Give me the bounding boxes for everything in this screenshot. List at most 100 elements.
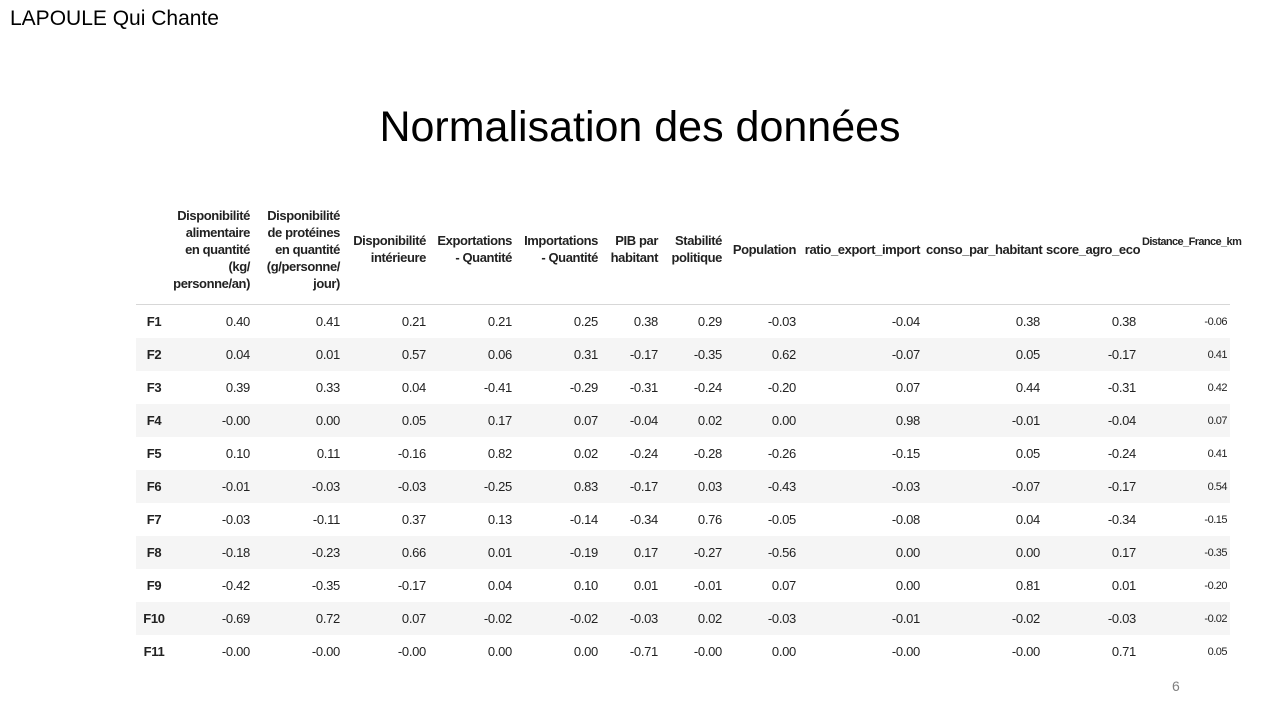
table-cell: 0.11	[316, 446, 340, 461]
table-cell: 0.38	[1111, 314, 1136, 329]
table-cell: 0.66	[346, 536, 432, 569]
table-cell: 0.37	[401, 512, 426, 527]
table-cell: 0.06	[432, 338, 518, 371]
table-cell: 0.21	[401, 314, 426, 329]
table-cell: -0.02	[926, 602, 1046, 635]
table-cell: -0.00	[693, 644, 722, 659]
table-cell: -0.15	[891, 446, 920, 461]
page-number: 6	[1172, 678, 1180, 694]
table-cell: 0.00	[771, 644, 796, 659]
row-label: F1	[146, 314, 162, 329]
table-cell: -0.25	[432, 470, 518, 503]
table-row: F4 -0.00 0.00 0.05 0.17 0.07 -0.04 0.02 0.00 0.98…	[136, 404, 1142, 437]
table-cell: -0.28	[693, 446, 722, 461]
column-header: Disponibilité intérieure	[346, 200, 432, 305]
table-row: F1 0.40 0.41 0.21 0.21 0.25 0.38 0.29 -0.03 -0.04…	[136, 305, 1142, 339]
table-cell: -0.01	[172, 470, 256, 503]
table-cell: -0.31	[1107, 380, 1136, 395]
table-cell: -0.04	[604, 404, 664, 437]
table-cell: -0.00	[311, 644, 340, 659]
table-cell: -0.05	[767, 512, 796, 527]
table-cell: -0.04	[1046, 404, 1142, 437]
table-cell: 0.04	[401, 380, 426, 395]
table-cell: -0.03	[346, 470, 432, 503]
table-cell: 0.62	[728, 338, 802, 371]
table-row: F9 -0.42 -0.35 -0.17 0.04 0.10 0.01 -0.01 0.07 0.…	[136, 569, 1142, 602]
table-cell: 0.57	[346, 338, 432, 371]
table-cell: 0.05	[1015, 446, 1040, 461]
table-cell: 0.07	[895, 380, 920, 395]
table-cell: -0.01	[693, 578, 722, 593]
slide-title: Normalisation des données	[379, 103, 901, 151]
table-cell: -0.04	[891, 314, 920, 329]
table-cell: 0.41	[315, 314, 340, 329]
table-cell: -0.08	[891, 512, 920, 527]
table-cell: -0.16	[397, 446, 426, 461]
table-cell: -0.35	[664, 338, 728, 371]
column-header: Disponibilité de protéines en quantité (…	[256, 200, 346, 305]
column-header: Exportations - Quantité	[432, 200, 518, 305]
table-cell: -0.34	[1107, 512, 1136, 527]
table-cell: -0.02	[518, 602, 604, 635]
table-cell: -0.35	[311, 578, 340, 593]
table-cell: 0.01	[1111, 578, 1136, 593]
distance-cell: 0.05	[1207, 645, 1228, 658]
table-cell: 0.00	[573, 644, 598, 659]
table-cell: 0.02	[664, 602, 728, 635]
distance-cell: 0.54	[1142, 470, 1230, 503]
table-cell: 0.98	[802, 404, 926, 437]
distance-table: Distance_France_km -0.06 0.41 0.42 0.07 0.41…	[1142, 200, 1242, 668]
table-cell: -0.31	[629, 380, 658, 395]
row-label: F8	[136, 536, 172, 569]
table-cell: -0.01	[926, 404, 1046, 437]
table-row: F3 0.39 0.33 0.04 -0.41 -0.29 -0.31 -0.24 -0.20 0…	[136, 371, 1142, 404]
table-row: F7 -0.03 -0.11 0.37 0.13 -0.14 -0.34 0.76 -0.05 -…	[136, 503, 1142, 536]
column-header: conso_par_habitant	[926, 200, 1046, 305]
table-cell: 0.83	[518, 470, 604, 503]
table-cell: -0.00	[1011, 644, 1040, 659]
row-label: F10	[136, 602, 172, 635]
table-cell: -0.27	[664, 536, 728, 569]
distance-row: 0.41	[1142, 437, 1230, 470]
table-cell: 0.01	[256, 338, 346, 371]
table-cell: -0.00	[221, 644, 250, 659]
distance-cell: 0.07	[1142, 404, 1230, 437]
column-header: ratio_export_import	[802, 200, 926, 305]
table-cell: 0.00	[728, 404, 802, 437]
distance-row: -0.20	[1142, 569, 1230, 602]
column-header: Disponibilité alimentaire en quantité (k…	[172, 200, 256, 305]
normalisation-table: Disponibilité alimentaire en quantité (k…	[136, 200, 1142, 668]
distance-header: Distance_France_km	[1142, 200, 1242, 305]
table-cell: -0.71	[629, 644, 658, 659]
table-cell: -0.19	[518, 536, 604, 569]
table-cell: 0.07	[518, 404, 604, 437]
table-cell: 0.00	[895, 578, 920, 593]
table-cell: -0.02	[432, 602, 518, 635]
table-cell: 0.05	[926, 338, 1046, 371]
table-row: F8 -0.18 -0.23 0.66 0.01 -0.19 0.17 -0.27 -0.56 0…	[136, 536, 1142, 569]
distance-cell: -0.02	[1142, 602, 1230, 635]
table-cell: 0.31	[518, 338, 604, 371]
distance-cell: -0.35	[1142, 536, 1230, 569]
table-cell: -0.03	[767, 314, 796, 329]
table-cell: 0.40	[225, 314, 250, 329]
brand-label: LAPOULE Qui Chante	[10, 7, 219, 30]
table-cell: 0.81	[1015, 578, 1040, 593]
table-cell: 0.04	[172, 338, 256, 371]
table-cell: 0.07	[771, 578, 796, 593]
table-cell: -0.03	[728, 602, 802, 635]
distance-cell: -0.15	[1204, 513, 1227, 526]
distance-cell: -0.20	[1204, 579, 1227, 592]
table-cell: 0.10	[573, 578, 598, 593]
table-cell: -0.56	[728, 536, 802, 569]
table-cell: -0.42	[221, 578, 250, 593]
table-cell: 0.02	[573, 446, 598, 461]
table-cell: -0.17	[604, 338, 664, 371]
column-header: PIB par habitant	[604, 200, 664, 305]
table-header-row: Disponibilité alimentaire en quantité (k…	[136, 200, 1142, 305]
table-cell: 0.00	[802, 536, 926, 569]
table-cell: 0.25	[573, 314, 598, 329]
table-cell: 0.07	[346, 602, 432, 635]
table-cell: -0.07	[926, 470, 1046, 503]
table-cell: 0.44	[1015, 380, 1040, 395]
